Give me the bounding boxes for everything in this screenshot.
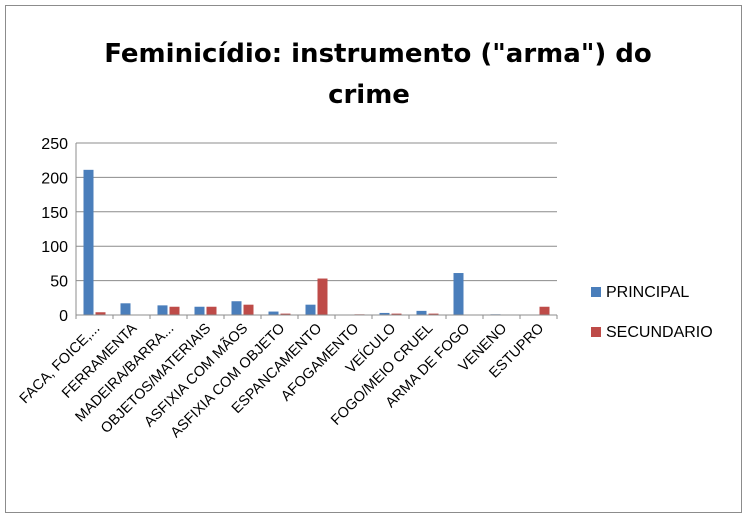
bar-secundario-4 xyxy=(243,304,254,315)
legend-label-secundario: SECUNDARIO xyxy=(606,324,713,341)
axes xyxy=(75,143,558,319)
bar-secundario-12 xyxy=(539,306,550,315)
y-tick-label: 50 xyxy=(50,274,68,291)
bar-principal-0 xyxy=(83,169,94,315)
bar-principal-8 xyxy=(379,312,390,315)
bar-principal-9 xyxy=(416,310,427,315)
y-tick-label: 250 xyxy=(41,136,68,153)
legend-swatch-secundario xyxy=(591,327,601,337)
bar-secundario-3 xyxy=(206,306,217,315)
bar-principal-6 xyxy=(305,304,316,315)
y-axis-ticks: 0 50 100 150 200 250 xyxy=(41,136,68,325)
bar-principal-5 xyxy=(268,311,279,315)
bar-principal-4 xyxy=(231,301,242,315)
bar-secundario-6 xyxy=(317,278,328,315)
chart-title-line2: crime xyxy=(328,80,410,110)
bars xyxy=(83,169,550,315)
bar-principal-2 xyxy=(157,305,168,315)
bar-secundario-9 xyxy=(428,313,439,315)
chart-title-line1: Feminicídio: instrumento ("arma") do xyxy=(104,39,652,69)
bar-secundario-8 xyxy=(391,313,402,315)
x-axis-labels: FACA, FOICE,...FERRAMENTAMADEIRA/BARRA..… xyxy=(17,320,548,441)
y-tick-label: 0 xyxy=(59,308,68,325)
y-tick-label: 200 xyxy=(41,170,68,187)
chart: Feminicídio: instrumento ("arma") do cri… xyxy=(17,39,713,441)
legend-label-principal: PRINCIPAL xyxy=(606,284,689,301)
gridlines xyxy=(76,142,557,282)
legend-swatch-principal xyxy=(591,287,601,297)
bar-secundario-5 xyxy=(280,313,291,315)
bar-principal-3 xyxy=(194,306,205,315)
y-tick-label: 150 xyxy=(41,205,68,222)
bar-secundario-0 xyxy=(95,312,106,315)
legend: PRINCIPAL SECUNDARIO xyxy=(591,284,713,341)
bar-principal-10 xyxy=(453,273,464,315)
bar-principal-1 xyxy=(120,303,131,315)
bar-secundario-2 xyxy=(169,306,180,315)
y-tick-label: 100 xyxy=(41,239,68,256)
chart-frame: Feminicídio: instrumento ("arma") do cri… xyxy=(5,5,742,513)
